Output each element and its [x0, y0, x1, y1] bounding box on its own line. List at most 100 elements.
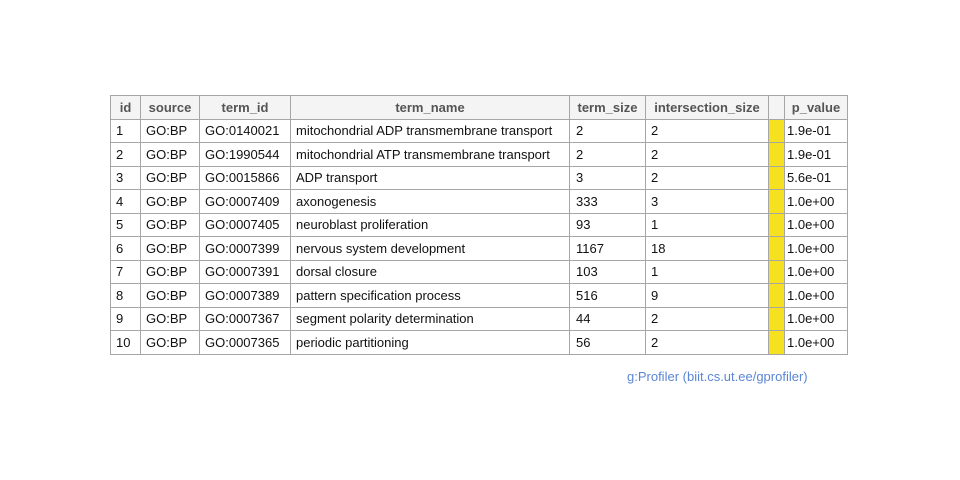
significance-bar-fill: [769, 119, 784, 142]
cell-term-id: GO:1990544: [199, 142, 291, 167]
cell-term-name: dorsal closure: [290, 259, 570, 284]
header-p-value: p_value: [784, 95, 848, 120]
table-header-row: id source term_id term_name term_size in…: [110, 95, 848, 120]
cell-term-size: 3: [569, 165, 646, 190]
header-term-size: term_size: [569, 95, 646, 120]
cell-term-name: neuroblast proliferation: [290, 212, 570, 237]
cell-source: GO:BP: [140, 142, 200, 167]
cell-term-name: mitochondrial ATP transmembrane transpor…: [290, 142, 570, 167]
enrichment-results-table: id source term_id term_name term_size in…: [110, 95, 848, 355]
cell-p-value: 1.0e+00: [784, 259, 848, 284]
table-row: 9 GO:BP GO:0007367 segment polarity determi…: [110, 306, 848, 331]
cell-id: 2: [110, 142, 141, 167]
cell-id: 1: [110, 118, 141, 143]
cell-term-size: 2: [569, 118, 646, 143]
cell-term-name: nervous system development: [290, 236, 570, 261]
significance-bar-fill: [769, 166, 784, 189]
header-id: id: [110, 95, 141, 120]
cell-p-value: 5.6e-01: [784, 165, 848, 190]
cell-term-size: 2: [569, 142, 646, 167]
cell-source: GO:BP: [140, 259, 200, 284]
cell-term-size: 333: [569, 189, 646, 214]
cell-intersection-size: 3: [645, 189, 769, 214]
cell-intersection-size: 2: [645, 165, 769, 190]
table-row: 1 GO:BP GO:0140021 mitochondrial ADP transm…: [110, 118, 848, 143]
cell-source: GO:BP: [140, 330, 200, 355]
cell-significance-bar: [768, 189, 785, 214]
cell-term-id: GO:0007367: [199, 306, 291, 331]
table-row: 4 GO:BP GO:0007409 axonogenesis 333 3 1.0e+00: [110, 189, 848, 214]
cell-intersection-size: 2: [645, 142, 769, 167]
cell-term-name: axonogenesis: [290, 189, 570, 214]
cell-id: 3: [110, 165, 141, 190]
cell-id: 9: [110, 306, 141, 331]
cell-term-size: 516: [569, 283, 646, 308]
cell-source: GO:BP: [140, 165, 200, 190]
significance-bar-fill: [769, 307, 784, 330]
cell-significance-bar: [768, 236, 785, 261]
cell-intersection-size: 2: [645, 118, 769, 143]
cell-id: 6: [110, 236, 141, 261]
cell-term-name: pattern specification process: [290, 283, 570, 308]
cell-term-id: GO:0007365: [199, 330, 291, 355]
significance-bar-fill: [769, 213, 784, 236]
table-body: 1 GO:BP GO:0140021 mitochondrial ADP transm…: [110, 118, 848, 355]
cell-source: GO:BP: [140, 306, 200, 331]
cell-intersection-size: 1: [645, 212, 769, 237]
cell-term-name: segment polarity determination: [290, 306, 570, 331]
cell-term-id: GO:0007391: [199, 259, 291, 284]
significance-bar-fill: [769, 237, 784, 260]
cell-p-value: 1.9e-01: [784, 142, 848, 167]
cell-id: 7: [110, 259, 141, 284]
cell-source: GO:BP: [140, 236, 200, 261]
cell-term-size: 103: [569, 259, 646, 284]
cell-significance-bar: [768, 118, 785, 143]
table-row: 7 GO:BP GO:0007391 dorsal closure 103 1 1.0e+0…: [110, 259, 848, 284]
header-term-id: term_id: [199, 95, 291, 120]
cell-term-name: mitochondrial ADP transmembrane transpor…: [290, 118, 570, 143]
cell-term-id: GO:0015866: [199, 165, 291, 190]
significance-bar-fill: [769, 331, 784, 354]
cell-term-id: GO:0007399: [199, 236, 291, 261]
cell-intersection-size: 9: [645, 283, 769, 308]
cell-significance-bar: [768, 142, 785, 167]
cell-id: 10: [110, 330, 141, 355]
cell-p-value: 1.0e+00: [784, 212, 848, 237]
cell-term-id: GO:0140021: [199, 118, 291, 143]
table-row: 6 GO:BP GO:0007399 nervous system developme…: [110, 236, 848, 261]
header-term-name: term_name: [290, 95, 570, 120]
header-intersection-size: intersection_size: [645, 95, 769, 120]
cell-p-value: 1.0e+00: [784, 189, 848, 214]
cell-intersection-size: 2: [645, 306, 769, 331]
cell-intersection-size: 1: [645, 259, 769, 284]
cell-term-size: 1167: [569, 236, 646, 261]
cell-p-value: 1.0e+00: [784, 330, 848, 355]
cell-id: 8: [110, 283, 141, 308]
cell-term-size: 44: [569, 306, 646, 331]
cell-p-value: 1.0e+00: [784, 236, 848, 261]
cell-source: GO:BP: [140, 212, 200, 237]
gprofiler-credit-link[interactable]: g:Profiler (biit.cs.ut.ee/gprofiler): [627, 369, 808, 384]
cell-term-id: GO:0007409: [199, 189, 291, 214]
cell-term-name: ADP transport: [290, 165, 570, 190]
table-row: 8 GO:BP GO:0007389 pattern specification pr…: [110, 283, 848, 308]
cell-source: GO:BP: [140, 189, 200, 214]
table-row: 5 GO:BP GO:0007405 neuroblast proliferation…: [110, 212, 848, 237]
cell-id: 5: [110, 212, 141, 237]
cell-term-id: GO:0007405: [199, 212, 291, 237]
cell-significance-bar: [768, 330, 785, 355]
significance-bar-fill: [769, 190, 784, 213]
cell-p-value: 1.0e+00: [784, 283, 848, 308]
cell-term-size: 93: [569, 212, 646, 237]
cell-intersection-size: 18: [645, 236, 769, 261]
cell-term-name: periodic partitioning: [290, 330, 570, 355]
cell-significance-bar: [768, 283, 785, 308]
cell-term-id: GO:0007389: [199, 283, 291, 308]
table-row: 2 GO:BP GO:1990544 mitochondrial ATP transm…: [110, 142, 848, 167]
cell-intersection-size: 2: [645, 330, 769, 355]
cell-significance-bar: [768, 259, 785, 284]
significance-bar-fill: [769, 143, 784, 166]
table-row: 3 GO:BP GO:0015866 ADP transport 3 2 5.6e-01: [110, 165, 848, 190]
cell-p-value: 1.9e-01: [784, 118, 848, 143]
cell-significance-bar: [768, 165, 785, 190]
